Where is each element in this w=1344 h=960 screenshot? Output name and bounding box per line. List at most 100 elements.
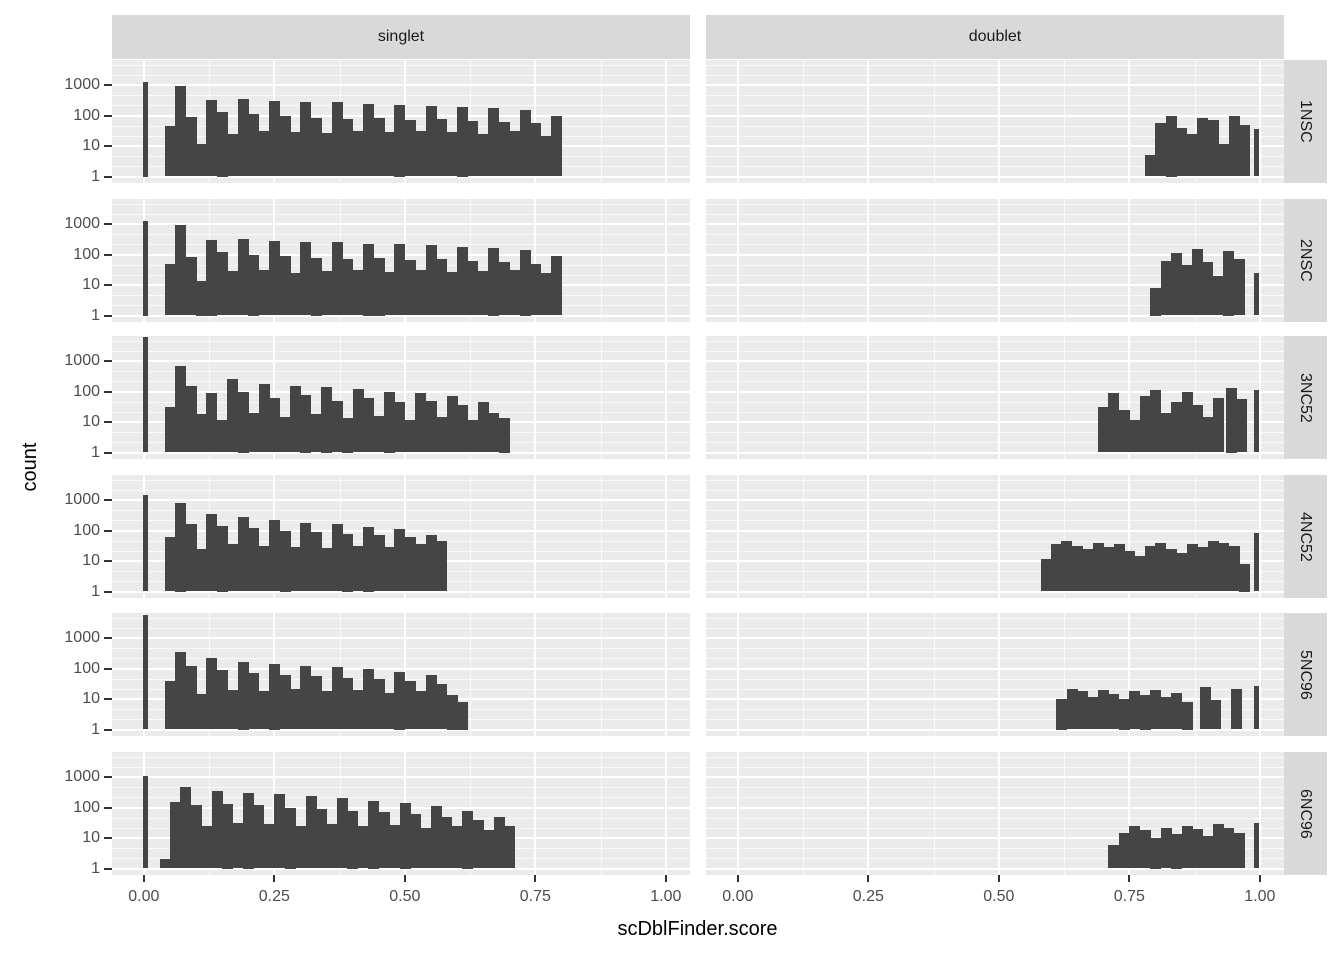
y-axis-tick	[104, 314, 112, 317]
histogram-bar	[237, 661, 249, 730]
histogram-bar	[425, 675, 437, 730]
histogram-bar	[1228, 546, 1240, 592]
histogram-bar	[519, 110, 531, 177]
histogram-bar	[1225, 388, 1237, 453]
x-minor-gridline	[803, 60, 804, 183]
histogram-bar	[1098, 689, 1109, 730]
y-axis-tick	[104, 421, 112, 423]
x-major-gridline	[997, 613, 1000, 736]
x-axis-tick	[867, 875, 870, 882]
histogram-bar	[290, 272, 301, 316]
y-minor-gridline	[706, 432, 1284, 434]
histogram-bar	[237, 239, 249, 316]
histogram-bar	[336, 798, 348, 869]
y-minor-gridline	[706, 381, 1284, 383]
histogram-bar	[415, 130, 427, 177]
y-axis-tick	[104, 145, 112, 147]
histogram-bar	[248, 412, 260, 453]
histogram-bar	[248, 114, 260, 177]
histogram-bar	[185, 524, 197, 592]
histogram-bar	[258, 546, 270, 592]
histogram-bar	[290, 688, 301, 730]
y-major-gridline	[706, 390, 1284, 393]
y-major-gridline	[706, 145, 1284, 147]
y-major-gridline	[112, 84, 690, 86]
y-minor-gridline	[706, 848, 1284, 850]
histogram-bar	[352, 389, 364, 453]
histogram-bar	[493, 816, 505, 869]
x-minor-gridline	[470, 199, 472, 322]
x-axis-tick	[403, 875, 406, 882]
histogram-bar	[457, 702, 468, 730]
histogram-bar	[342, 533, 354, 592]
histogram-bar	[530, 123, 542, 177]
y-axis-tick-label: 100	[73, 382, 100, 400]
histogram-bar	[1176, 127, 1188, 177]
histogram-bar	[383, 391, 395, 453]
histogram-bar	[389, 825, 401, 869]
histogram-bar	[196, 414, 207, 453]
histogram-bar	[284, 807, 296, 869]
histogram-bar	[1210, 700, 1222, 730]
histogram-bar	[378, 812, 390, 869]
x-major-gridline	[736, 60, 739, 183]
y-minor-gridline	[706, 678, 1284, 680]
histogram-spike-bar	[1253, 272, 1259, 316]
histogram-bar	[1118, 699, 1130, 730]
histogram-bar	[1082, 548, 1094, 592]
histogram-bar	[1150, 689, 1162, 730]
histogram-bar	[201, 825, 213, 869]
histogram-bar	[1165, 548, 1177, 592]
x-major-gridline	[1258, 475, 1261, 598]
histogram-bar	[331, 242, 343, 316]
histogram-bar	[483, 830, 495, 869]
y-major-gridline	[706, 223, 1284, 225]
x-major-gridline	[867, 199, 870, 322]
histogram-bar	[1171, 692, 1183, 730]
x-minor-gridline	[803, 336, 804, 459]
histogram-bar	[342, 677, 354, 730]
histogram-bar	[415, 270, 427, 316]
y-minor-gridline	[706, 571, 1284, 573]
y-minor-gridline	[706, 166, 1284, 168]
y-axis-tick-label: 10	[82, 552, 100, 569]
histogram-bar	[436, 541, 448, 592]
y-major-gridline	[112, 451, 690, 454]
histogram-bar	[1150, 288, 1162, 316]
histogram-bar	[1124, 550, 1136, 592]
histogram-bar	[185, 386, 197, 453]
histogram-bar	[310, 531, 322, 592]
histogram-bar	[1171, 833, 1183, 869]
histogram-bar	[169, 802, 181, 869]
x-major-gridline	[997, 60, 1000, 183]
y-axis-tick	[104, 451, 112, 454]
y-axis-tick-label: 10	[82, 276, 100, 293]
x-major-gridline	[997, 752, 1000, 875]
y-axis-tick-label: 10	[82, 690, 100, 707]
y-minor-gridline	[706, 74, 1284, 76]
y-minor-gridline	[706, 766, 1284, 768]
histogram-bar	[488, 412, 500, 453]
y-minor-gridline	[706, 479, 1284, 481]
histogram-bar	[394, 529, 406, 592]
histogram-bar	[1199, 686, 1211, 730]
y-major-gridline	[706, 451, 1284, 454]
facet-strip-1NSC: 1NSC	[1283, 60, 1327, 183]
histogram-bar	[331, 400, 343, 453]
histogram-bar	[504, 825, 515, 869]
histogram-bar	[509, 131, 521, 177]
y-axis-tick-label: 10	[82, 829, 100, 846]
y-major-gridline	[706, 698, 1284, 700]
x-major-gridline	[1128, 752, 1131, 875]
histogram-bar	[1231, 688, 1243, 730]
y-minor-gridline	[112, 203, 690, 205]
histogram-bar	[477, 133, 489, 177]
histogram-bar	[1181, 392, 1193, 453]
histogram-bar	[425, 535, 437, 592]
histogram-bar	[1218, 143, 1229, 177]
x-minor-gridline	[600, 199, 602, 322]
histogram-bar	[258, 383, 270, 453]
histogram-bar	[420, 827, 432, 869]
x-minor-gridline	[933, 475, 935, 598]
y-axis-tick-label: 1000	[64, 352, 100, 369]
